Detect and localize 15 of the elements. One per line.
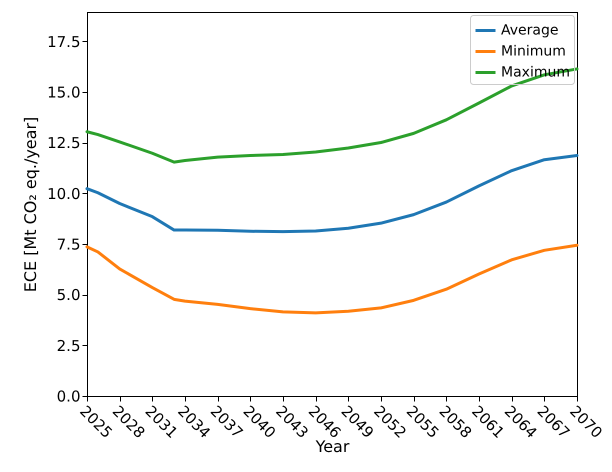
y-tick-label: 17.5 [47, 32, 80, 51]
legend-label: Minimum [501, 44, 566, 60]
y-tick-label: 0.0 [56, 388, 80, 406]
y-tick-label: 2.5 [56, 336, 80, 355]
y-tick-label: 5.0 [56, 286, 80, 304]
y-tick-label: 7.5 [56, 236, 80, 254]
legend-label: Average [501, 22, 558, 38]
line-series [86, 154, 578, 234]
x-axis-title: Year [314, 437, 350, 456]
y-tick-label: 15.0 [47, 84, 80, 102]
y-axis-title: ECE [Mt CO₂ eq./year] [21, 116, 40, 292]
line-series [86, 67, 578, 164]
y-tick-label: 10.0 [47, 184, 80, 203]
y-tick-label: 12.5 [47, 134, 80, 152]
line-series [86, 244, 578, 314]
